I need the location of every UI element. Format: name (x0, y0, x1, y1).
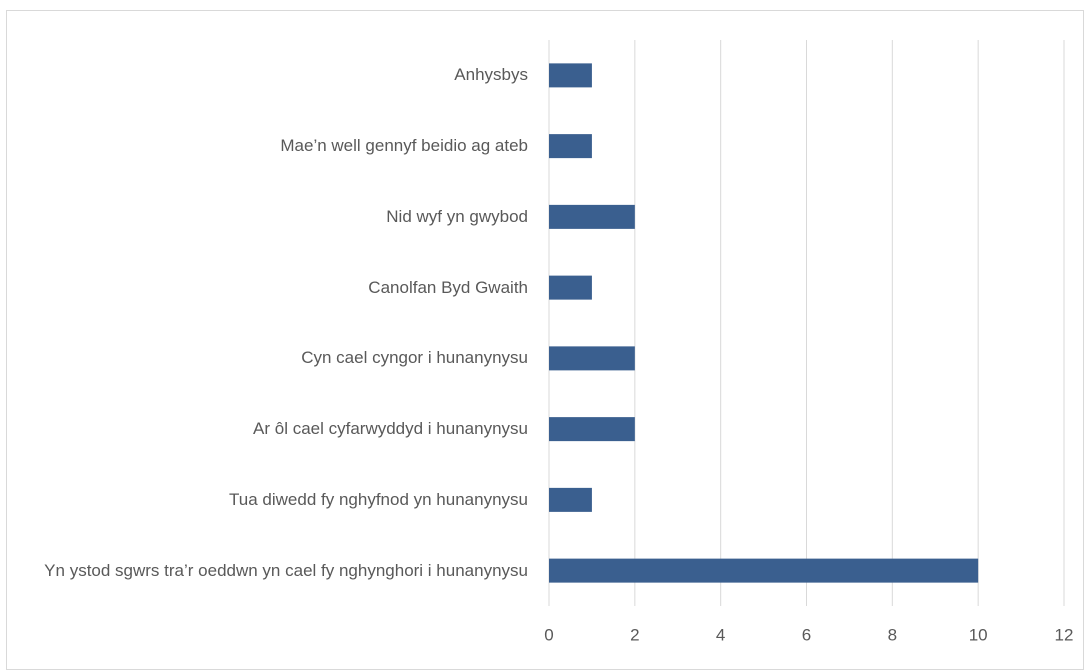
category-label: Cyn cael cyngor i hunanynysu (301, 348, 528, 368)
category-label: Ar ôl cael cyfarwyddyd i hunanynysu (253, 419, 528, 439)
category-label: Canolfan Byd Gwaith (368, 277, 528, 297)
bar (549, 204, 635, 229)
category-label: Anhysbys (454, 65, 528, 85)
bar (549, 63, 592, 88)
bar (549, 558, 979, 583)
category-label-box: Nid wyf yn gwybod (8, 206, 528, 228)
x-tick-label: 0 (544, 625, 553, 644)
x-tick-label: 10 (969, 625, 988, 644)
bar (549, 487, 592, 512)
x-tick-label: 4 (716, 625, 725, 644)
category-label: Tua diwedd fy nghyfnod yn hunanynysu (229, 489, 528, 509)
bar (549, 134, 592, 159)
bar (549, 275, 592, 300)
category-label-box: Canolfan Byd Gwaith (8, 277, 528, 299)
x-tick-label: 2 (630, 625, 639, 644)
category-label: Nid wyf yn gwybod (386, 206, 528, 226)
bar (549, 346, 635, 371)
category-label-box: Tua diwedd fy nghyfnod yn hunanynysu (8, 489, 528, 511)
x-tick-label: 6 (802, 625, 811, 644)
category-label-box: Anhysbys (8, 64, 528, 86)
category-label-box: Ar ôl cael cyfarwyddyd i hunanynysu (8, 418, 528, 440)
category-label-box: Yn ystod sgwrs tra’r oeddwn yn cael fy n… (8, 560, 528, 582)
x-tick-label: 12 (1055, 625, 1074, 644)
category-label: Mae’n well gennyf beidio ag ateb (280, 136, 528, 156)
x-tick-label: 8 (888, 625, 897, 644)
category-label-box: Cyn cael cyngor i hunanynysu (8, 347, 528, 369)
bar (549, 417, 635, 442)
category-label: Yn ystod sgwrs tra’r oeddwn yn cael fy n… (44, 560, 528, 580)
category-label-box: Mae’n well gennyf beidio ag ateb (8, 135, 528, 157)
